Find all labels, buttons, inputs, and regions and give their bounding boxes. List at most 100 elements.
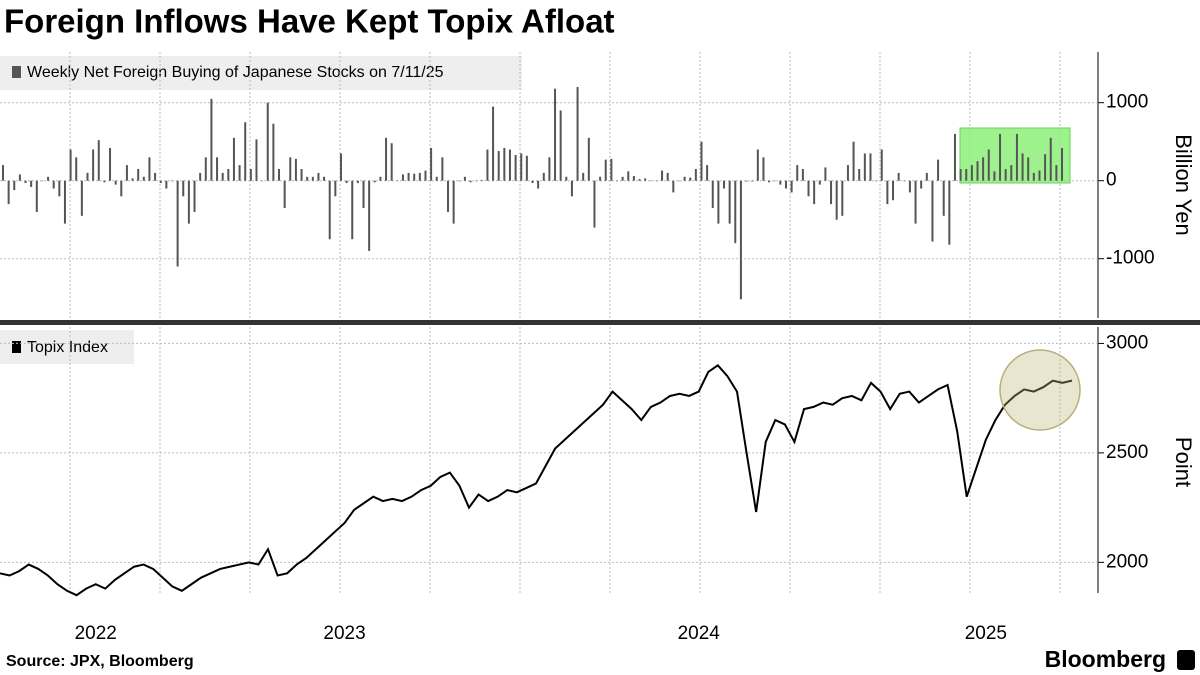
- bar: [441, 157, 444, 181]
- bar: [661, 170, 664, 181]
- bar: [379, 176, 382, 181]
- bar: [182, 180, 185, 197]
- legend: [0, 330, 134, 364]
- bar: [694, 169, 697, 181]
- bar: [627, 171, 630, 181]
- bar: [266, 102, 269, 181]
- bar: [480, 179, 483, 181]
- bar: [644, 178, 647, 181]
- bar: [486, 149, 489, 181]
- bar: [159, 180, 162, 184]
- bar: [706, 165, 709, 181]
- bar: [880, 149, 883, 181]
- bar: [914, 180, 917, 224]
- bar: [514, 154, 517, 181]
- x-tick-label: 2024: [678, 623, 721, 644]
- panel-divider: [0, 320, 1200, 325]
- bar: [30, 180, 33, 187]
- bar: [317, 172, 320, 181]
- chart-title: Foreign Inflows Have Kept Topix Afloat: [4, 3, 615, 40]
- bar: [548, 157, 551, 181]
- bar: [762, 157, 765, 181]
- bar: [125, 165, 128, 181]
- highlight-box: [959, 127, 1071, 184]
- bar: [576, 87, 579, 181]
- bar: [587, 137, 590, 181]
- bar: [120, 180, 123, 197]
- bar: [784, 180, 787, 189]
- bar: [863, 153, 866, 181]
- bar: [52, 180, 55, 189]
- bar: [818, 180, 821, 185]
- bar: [458, 180, 461, 182]
- bar: [711, 180, 714, 209]
- bar: [109, 147, 112, 181]
- bar: [154, 172, 157, 181]
- y-axis-label: Point: [1171, 437, 1196, 487]
- bar: [965, 169, 968, 181]
- bar: [447, 180, 450, 212]
- bar: [846, 165, 849, 181]
- bar: [216, 157, 219, 181]
- bar: [638, 179, 641, 181]
- bar: [723, 180, 726, 189]
- bar: [469, 180, 472, 183]
- bar: [300, 169, 303, 181]
- legend: [0, 56, 522, 90]
- bar: [615, 180, 618, 182]
- highlight-circle: [999, 349, 1081, 431]
- bar: [435, 176, 438, 181]
- bar: [362, 180, 365, 209]
- bar: [345, 180, 348, 184]
- bar: [69, 149, 72, 181]
- bar: [739, 180, 742, 300]
- bar: [835, 180, 838, 220]
- bar: [24, 180, 27, 184]
- bar: [869, 153, 872, 181]
- bar: [841, 180, 844, 216]
- bar: [953, 133, 956, 181]
- bar: [1038, 170, 1041, 181]
- source: Source: JPX, Bloomberg: [6, 653, 194, 670]
- bar: [672, 180, 675, 193]
- bar: [306, 176, 309, 181]
- bar: [756, 149, 759, 181]
- bar: [925, 172, 928, 181]
- bar: [328, 180, 331, 240]
- bar: [311, 176, 314, 181]
- bar: [959, 169, 962, 181]
- bar: [751, 180, 754, 182]
- bar: [131, 178, 134, 181]
- bar: [813, 180, 816, 205]
- y-tick-label: -1000: [1106, 248, 1155, 269]
- bar: [475, 180, 478, 182]
- bar: [165, 180, 168, 189]
- bar: [351, 180, 354, 240]
- bar: [982, 157, 985, 181]
- bar: [948, 180, 951, 245]
- bar: [204, 157, 207, 181]
- bar: [604, 159, 607, 181]
- bar: [278, 169, 281, 181]
- bar: [261, 180, 264, 182]
- bar: [830, 180, 833, 205]
- bar: [537, 180, 540, 189]
- bar: [294, 158, 297, 181]
- bar: [796, 165, 799, 181]
- bar: [852, 141, 855, 181]
- bar: [908, 180, 911, 193]
- bar: [745, 180, 748, 182]
- bar: [413, 173, 416, 181]
- bar: [75, 157, 78, 181]
- bar: [790, 180, 793, 193]
- bar: [993, 171, 996, 181]
- bar: [942, 180, 945, 216]
- bar: [385, 137, 388, 181]
- bar: [452, 180, 455, 224]
- bar: [142, 176, 145, 181]
- bar: [976, 161, 979, 181]
- bar: [114, 180, 117, 185]
- bar: [137, 169, 140, 181]
